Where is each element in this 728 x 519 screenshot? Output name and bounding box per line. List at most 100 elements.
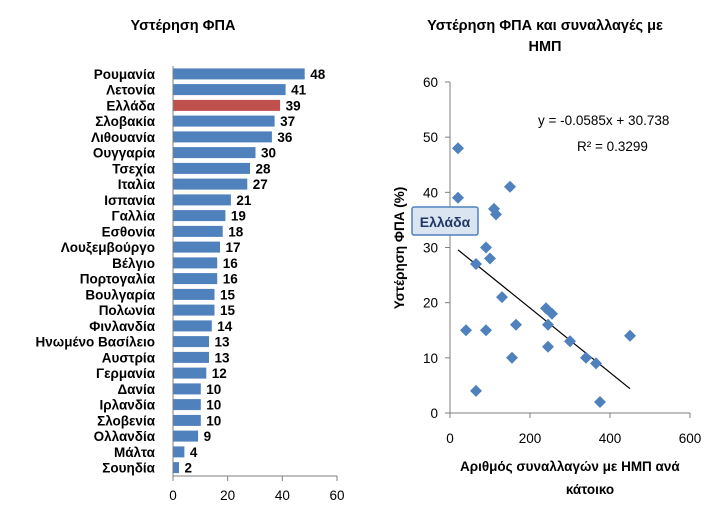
trendline — [457, 249, 631, 390]
category-label: Λουξεμβούργο — [61, 240, 155, 255]
x-tick-label: 40 — [275, 488, 290, 503]
category-label: Ηνωμένο Βασίλειο — [36, 335, 155, 350]
category-label: Ιταλία — [118, 177, 156, 192]
scatter-point — [496, 291, 508, 304]
bar-chart-marks: Ρουμανία 48 Λετονία 41 Ελλάδα 39 Σλοβακία 37 Λιθ… — [36, 67, 345, 503]
data-label: 13 — [215, 350, 231, 365]
data-label: 14 — [217, 319, 233, 334]
scatter-point — [542, 340, 554, 353]
bar — [173, 304, 215, 316]
bar — [173, 288, 215, 300]
x-tick-label: 20 — [220, 488, 235, 503]
category-label: Πορτογαλία — [80, 272, 156, 287]
scatter-chart-title-line-1: Υστέρηση ΦΠΑ και συναλλαγές με — [427, 18, 663, 34]
scatter-point — [480, 324, 492, 337]
category-label: Δανία — [117, 382, 155, 397]
scatter-point — [510, 318, 522, 331]
scatter-point — [580, 351, 592, 364]
category-label: Αυστρία — [102, 350, 156, 365]
scatter-point — [624, 329, 636, 342]
category-label: Σλοβακία — [95, 114, 156, 129]
y-tick-label: 0 — [430, 406, 438, 421]
greece-annotation-label: Ελλάδα — [420, 214, 471, 230]
bar-chart-title: Υστέρηση ΦΠΑ — [130, 18, 236, 34]
x-tick-label: 60 — [329, 488, 344, 503]
scatter-point — [460, 324, 472, 337]
data-label: 10 — [206, 382, 221, 397]
category-label: Ολλανδία — [94, 429, 156, 444]
data-label: 9 — [204, 429, 212, 444]
category-label: Ιρλανδία — [100, 398, 156, 413]
bar — [173, 162, 250, 174]
scatter-x-axis-label-line-1: Αριθμός συναλλαγών με ΗΜΠ ανά — [460, 459, 680, 474]
category-label: Φινλανδία — [89, 319, 155, 334]
bar — [173, 68, 305, 80]
category-label: Βέλγιο — [112, 256, 155, 271]
data-label: 13 — [215, 335, 231, 350]
scatter-chart-title-line-2: ΗΜΠ — [528, 39, 561, 55]
bar — [173, 414, 201, 426]
scatter-point — [564, 335, 576, 348]
bar — [173, 225, 223, 237]
category-label: Ελλάδα — [106, 98, 155, 113]
category-label: Βουλγαρία — [85, 287, 155, 302]
scatter-y-axis-label: Υστέρηση ΦΠΑ (%) — [392, 187, 407, 310]
scatter-point — [590, 357, 602, 370]
y-tick-label: 30 — [423, 241, 438, 256]
data-label: 28 — [256, 161, 272, 176]
y-tick-label: 50 — [423, 130, 438, 145]
category-label: Μάλτα — [114, 445, 156, 460]
bar — [173, 84, 286, 96]
bar — [173, 446, 185, 458]
scatter-point — [506, 351, 518, 364]
y-tick-label: 40 — [423, 185, 438, 200]
x-tick-label: 600 — [679, 431, 702, 446]
data-label: 48 — [310, 67, 326, 82]
bar — [173, 430, 199, 442]
bar — [173, 178, 248, 190]
bar — [173, 115, 275, 127]
scatter-point — [542, 318, 554, 331]
bar — [173, 320, 212, 332]
scatter-point — [480, 241, 492, 254]
x-tick-label: 400 — [599, 431, 622, 446]
bar — [173, 399, 201, 411]
bar — [173, 351, 209, 363]
scatter-point — [594, 396, 606, 408]
scatter-point — [484, 252, 496, 265]
bar — [173, 147, 256, 159]
category-label: Γερμανία — [96, 366, 156, 381]
data-label: 37 — [280, 114, 295, 129]
data-label: 17 — [226, 240, 241, 255]
data-label: 21 — [236, 193, 252, 208]
trendline-r-squared: R² = 0.3299 — [577, 139, 648, 154]
data-label: 15 — [220, 303, 236, 318]
data-label: 19 — [231, 209, 246, 224]
scatter-point — [546, 307, 558, 320]
trendline-equation: y = -0.0585x + 30.738 — [538, 113, 669, 128]
data-label: 36 — [277, 130, 293, 145]
bar — [173, 367, 207, 379]
y-tick-label: 20 — [423, 296, 438, 311]
data-label: 10 — [206, 413, 221, 428]
data-label: 16 — [223, 256, 239, 271]
data-label: 12 — [212, 366, 227, 381]
scatter-point — [470, 384, 482, 397]
bar — [173, 336, 209, 348]
x-tick-label: 200 — [519, 431, 542, 446]
scatter-point — [470, 258, 482, 270]
y-tick-label: 10 — [423, 351, 438, 366]
category-label: Ισπανία — [104, 193, 156, 208]
category-label: Σουηδία — [102, 461, 155, 476]
data-label: 30 — [261, 146, 276, 161]
data-label: 39 — [286, 98, 301, 113]
scatter-point — [452, 191, 464, 204]
bar — [173, 462, 179, 474]
scatter-point — [490, 208, 502, 221]
data-label: 27 — [253, 177, 268, 192]
data-label: 15 — [220, 287, 236, 302]
category-label: Λετονία — [106, 83, 156, 98]
x-tick-label: 0 — [169, 488, 177, 503]
